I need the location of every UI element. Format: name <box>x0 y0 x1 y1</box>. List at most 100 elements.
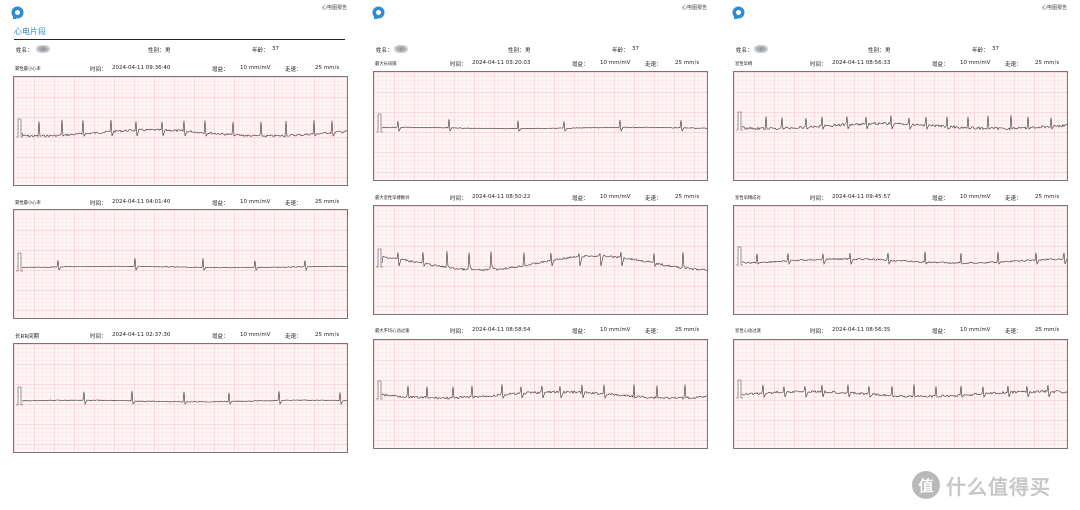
strip-gain: 10 mm/mV <box>960 60 991 66</box>
strip-speed-label: 走速： <box>645 62 662 68</box>
strip-speed: 25 mm/s <box>315 332 340 338</box>
strip-gain-label: 增益： <box>932 329 949 335</box>
patient-gender-label: 性别： <box>868 48 885 54</box>
watermark: 值 什么值得买 <box>912 470 1072 500</box>
ecg-trace <box>376 113 707 133</box>
strip-speed: 25 mm/s <box>1035 327 1060 333</box>
section-title: 心电片段 <box>14 27 46 36</box>
strip-time: 2024-04-11 08:56:35 <box>832 327 891 333</box>
strip-speed-label: 走速： <box>285 201 302 207</box>
strip-speed: 25 mm/s <box>315 199 340 205</box>
strip-time-label: 时间： <box>450 62 467 68</box>
strip-title: 长RR间期 <box>15 334 40 340</box>
strip-time: 2024-04-11 03:20:03 <box>472 60 531 66</box>
strip-time-label: 时间： <box>90 67 107 73</box>
strip-time-label: 时间： <box>450 329 467 335</box>
strip-gain: 10 mm/mV <box>600 327 631 333</box>
strip-time: 2024-04-11 04:01:40 <box>112 199 171 205</box>
ecg-trace <box>376 380 707 400</box>
report-page-2: 心电图报告 姓名： 性别： 男 年龄： 37 最大长间隔 时间： 2024-04… <box>360 0 720 510</box>
ecg-trace <box>16 386 347 406</box>
strip-time-label: 时间： <box>810 62 827 68</box>
patient-gender: 男 <box>525 48 531 54</box>
strip-time: 2024-04-11 09:45:57 <box>832 194 891 200</box>
strip-gain: 10 mm/mV <box>240 65 271 71</box>
strip-time: 2024-04-11 08:56:33 <box>832 60 891 66</box>
strip-time-label: 时间： <box>810 196 827 202</box>
strip-gain-label: 增益： <box>212 334 229 340</box>
strip-speed-label: 走速： <box>645 329 662 335</box>
ecg-strip <box>373 71 708 181</box>
strip-gain-label: 增益： <box>212 67 229 73</box>
app-logo-icon <box>11 6 24 19</box>
ecg-strip <box>13 209 348 319</box>
ecg-strip <box>13 76 348 186</box>
strip-speed: 25 mm/s <box>1035 60 1060 66</box>
ecg-strip <box>733 71 1068 181</box>
ecg-trace <box>736 246 1067 266</box>
strip-speed: 25 mm/s <box>675 194 700 200</box>
ecg-strip <box>373 205 708 315</box>
ecg-trace <box>376 248 707 272</box>
divider <box>14 39 345 40</box>
strip-speed-label: 走速： <box>1005 329 1022 335</box>
strip-gain: 10 mm/mV <box>960 194 991 200</box>
ecg-trace <box>736 111 1067 131</box>
strip-gain-label: 增益： <box>932 62 949 68</box>
strip-title: 室性早搏 <box>735 62 753 67</box>
patient-age-label: 年龄： <box>612 48 629 54</box>
report-title: 心电图报告 <box>1042 5 1068 11</box>
strip-gain: 10 mm/mV <box>240 199 271 205</box>
patient-gender: 男 <box>885 48 891 54</box>
ecg-trace <box>16 252 347 272</box>
strip-title: 窦性最小心率 <box>15 201 41 206</box>
strip-speed: 25 mm/s <box>1035 194 1060 200</box>
strip-speed: 25 mm/s <box>675 327 700 333</box>
strip-time: 2024-04-11 08:58:54 <box>472 327 531 333</box>
strip-gain: 10 mm/mV <box>600 194 631 200</box>
strip-gain-label: 增益： <box>212 201 229 207</box>
strip-time: 2024-04-11 02:37:30 <box>112 332 171 338</box>
patient-gender-label: 性别： <box>508 48 525 54</box>
strip-gain-label: 增益： <box>932 196 949 202</box>
strip-gain: 10 mm/mV <box>240 332 271 338</box>
strip-speed: 25 mm/s <box>675 60 700 66</box>
app-logo-icon <box>372 6 385 19</box>
ecg-trace <box>736 379 1067 399</box>
ecg-strip <box>373 339 708 449</box>
strip-time-label: 时间： <box>90 201 107 207</box>
strip-title: 室性心动过速 <box>735 329 761 334</box>
strip-gain: 10 mm/mV <box>600 60 631 66</box>
strip-time-label: 时间： <box>450 196 467 202</box>
app-logo-icon <box>732 6 745 19</box>
strip-speed: 25 mm/s <box>315 65 340 71</box>
strip-gain: 10 mm/mV <box>960 327 991 333</box>
strip-time: 2024-04-11 08:50:22 <box>472 194 531 200</box>
strip-title: 室性早搏成对 <box>735 196 761 201</box>
patient-gender: 男 <box>165 48 171 54</box>
strip-gain-label: 增益： <box>572 329 589 335</box>
watermark-badge-icon: 值 <box>912 471 940 499</box>
strip-gain-label: 增益： <box>572 62 589 68</box>
strip-speed-label: 走速： <box>1005 196 1022 202</box>
strip-gain-label: 增益： <box>572 196 589 202</box>
strip-title: 最大室性早搏数目 <box>375 196 410 201</box>
patient-name-label: 姓名： <box>16 48 33 54</box>
patient-name-label: 姓名： <box>736 48 753 54</box>
patient-age-label: 年龄： <box>252 48 269 54</box>
strip-speed-label: 走速： <box>285 67 302 73</box>
strip-speed-label: 走速： <box>645 196 662 202</box>
strip-time-label: 时间： <box>810 329 827 335</box>
strip-title: 窦性最小心率 <box>15 67 41 72</box>
patient-age: 37 <box>272 46 279 52</box>
ecg-strip <box>733 339 1068 449</box>
ecg-strip <box>733 205 1068 315</box>
strip-speed-label: 走速： <box>285 334 302 340</box>
report-title: 心电图报告 <box>682 5 708 11</box>
strip-time: 2024-04-11 09:36:40 <box>112 65 171 71</box>
ecg-trace <box>16 118 347 138</box>
blurred-name-icon <box>36 45 50 53</box>
report-title: 心电图报告 <box>322 5 348 11</box>
watermark-text: 什么值得买 <box>946 474 1051 499</box>
blurred-name-icon <box>754 45 768 53</box>
